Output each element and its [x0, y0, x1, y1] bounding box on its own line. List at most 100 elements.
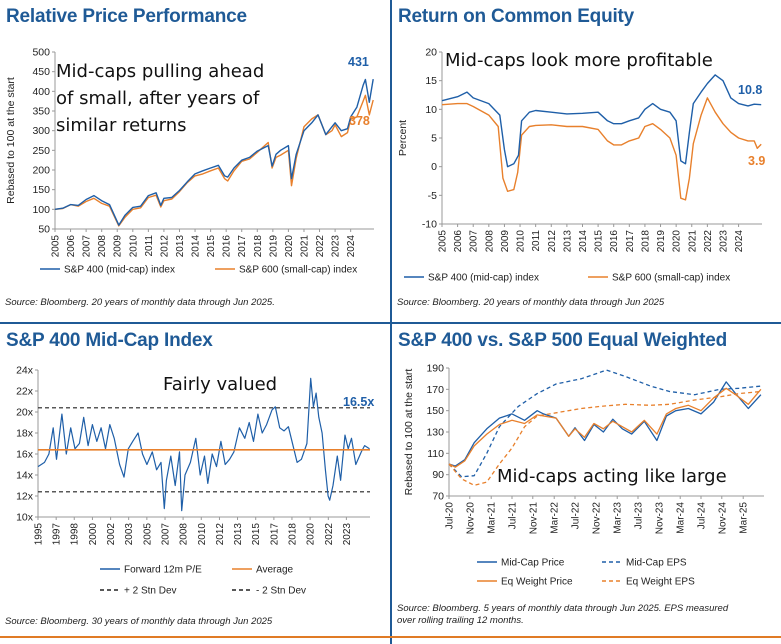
- x-tick-label: Mar-21: [487, 502, 498, 534]
- x-tick-label: 2018: [253, 235, 264, 258]
- chart-relative-price: 50 100 150 200 250 300 350 400 450 500 2005 2006 200…: [5, 47, 374, 276]
- y-tick-label: 400: [32, 86, 50, 98]
- y-tick-label: 150: [426, 405, 444, 417]
- x-tick-label: 2015: [206, 235, 217, 258]
- divider-horizontal: [0, 322, 781, 324]
- x-tick-label: 2017: [625, 230, 636, 253]
- y-tick-label: 70: [432, 491, 444, 503]
- x-tick-label: 2003: [124, 523, 135, 546]
- x-tick-label: 2008: [97, 235, 108, 258]
- x-tick-label: 2024: [734, 230, 745, 253]
- x-tick-label: 2016: [609, 230, 620, 253]
- source-note: Source: Bloomberg. 20 years of monthly d…: [397, 297, 665, 308]
- y-tick-label: 24x: [16, 365, 34, 377]
- series-forward-pe-line: [37, 377, 370, 512]
- x-tick-label: 2021: [299, 235, 310, 258]
- x-tick-label: 2012: [547, 230, 558, 253]
- series-sp400-line: [441, 74, 762, 168]
- x-tick-label: 2008: [484, 230, 495, 253]
- y-tick-label: 100: [32, 204, 50, 216]
- x-tick-label: 2018: [287, 523, 298, 546]
- x-tick-label: 2022: [703, 230, 714, 253]
- legend-average-label: Average: [256, 565, 294, 576]
- x-tick-label: 2019: [268, 235, 279, 258]
- x-tick-label: Nov-23: [654, 502, 665, 535]
- x-tick-label: 2008: [179, 523, 190, 546]
- legend-sp600-label: S&P 600 (small-cap) index: [612, 273, 730, 284]
- y-tick-label: 14x: [16, 470, 34, 482]
- x-tick-label: 1997: [52, 523, 63, 546]
- chart-title: S&P 400 Mid-Cap Index: [6, 330, 213, 351]
- annotation-text: Fairly valued: [163, 374, 277, 395]
- legend-minus-2sd-label: - 2 Stn Dev: [256, 586, 306, 597]
- y-tick-label: 190: [426, 363, 444, 375]
- x-tick-label: 2011: [144, 235, 155, 257]
- x-tick-label: 2010: [128, 235, 139, 258]
- series-sp600-line: [441, 97, 762, 201]
- end-label-pe: 16.5x: [343, 395, 374, 409]
- y-tick-label: 10: [425, 104, 437, 116]
- y-tick-label: 0: [431, 161, 437, 173]
- panel-midcap-vs-equal-weight: S&P 400 vs. S&P 500 Equal Weighted 70 90 1…: [392, 324, 781, 636]
- annotation-text: Mid-caps look more profitable: [445, 50, 713, 71]
- y-tick-label: 90: [432, 469, 444, 481]
- legend-forward-pe-label: Forward 12m P/E: [124, 565, 202, 576]
- x-tick-label: 2022: [324, 523, 335, 546]
- x-tick-label: Mar-22: [550, 502, 561, 534]
- x-tick-label: 2022: [315, 235, 326, 258]
- x-tick-label: Mar-25: [739, 502, 750, 534]
- x-tick-label: 2023: [718, 230, 729, 253]
- panel-relative-price: Relative Price Performance 50 100 150 200 25…: [0, 0, 390, 322]
- x-tick-label: 2005: [51, 235, 62, 258]
- series-midcap-eps-line: [448, 369, 761, 478]
- x-tick-label: 2005: [142, 523, 153, 546]
- y-tick-label: 300: [32, 125, 50, 137]
- x-tick-label: 2012: [215, 523, 226, 546]
- x-tick-label: 2024: [346, 235, 357, 258]
- y-tick-label: 500: [32, 47, 50, 59]
- bottom-rule: [0, 636, 781, 638]
- y-tick-label: 110: [427, 448, 444, 460]
- y-tick-label: 5: [431, 133, 437, 145]
- x-tick-label: Jul-21: [508, 502, 519, 530]
- x-tick-label: 2020: [284, 235, 295, 258]
- panel-roe: Return on Common Equity -10 -5 0 5 10 15 20 200…: [392, 0, 781, 322]
- legend-eqw-eps-label: Eq Weight EPS: [626, 577, 695, 588]
- source-note: Source: Bloomberg. 20 years of monthly d…: [5, 297, 275, 308]
- x-tick-label: Nov-20: [465, 502, 476, 535]
- x-tick-label: Jul-22: [571, 502, 582, 530]
- y-tick-label: 10x: [16, 512, 34, 524]
- x-tick-label: 2018: [640, 230, 651, 253]
- legend-midcap-eps-label: Mid-Cap EPS: [626, 558, 687, 569]
- y-tick-label: 130: [426, 427, 444, 439]
- series-eqw-price-line: [448, 387, 762, 468]
- x-tick-label: 2014: [191, 235, 202, 258]
- x-tick-label: 2017: [269, 523, 280, 546]
- y-axis-label: Rebased to 100 at the start: [5, 77, 17, 204]
- chart-roe: -10 -5 0 5 10 15 20 2005 2006 2007 2008 2009 2010 201…: [397, 47, 765, 284]
- x-tick-label: 2015: [594, 230, 605, 253]
- end-label-sp600: 378: [349, 114, 370, 128]
- panel-midcap-pe: S&P 400 Mid-Cap Index 10x 12x 14x 16x 18x 20x…: [0, 324, 390, 636]
- y-tick-label: 250: [32, 145, 50, 157]
- legend-plus-2sd-label: + 2 Stn Dev: [124, 586, 177, 597]
- annotation-text: of small, after years of: [56, 88, 260, 109]
- x-tick-label: Nov-21: [528, 502, 539, 535]
- chart-title: Relative Price Performance: [6, 6, 247, 27]
- x-tick-label: 1995: [34, 523, 45, 546]
- legend-sp400-label: S&P 400 (mid-cap) index: [64, 265, 175, 276]
- y-tick-label: 450: [32, 66, 50, 78]
- annotation-text: Mid-caps pulling ahead: [56, 61, 264, 82]
- y-tick-label: 18x: [16, 428, 34, 440]
- x-tick-label: 2017: [237, 235, 248, 258]
- x-tick-label: 2020: [306, 523, 317, 546]
- end-label-sp400: 431: [348, 55, 369, 69]
- y-tick-label: 20x: [16, 407, 34, 419]
- x-tick-label: 2013: [562, 230, 573, 253]
- chart-midcap-pe: 10x 12x 14x 16x 18x 20x 22x 24x 1995 1997 1998 2000…: [16, 365, 374, 597]
- source-line-2: over rolling trailing 12 months.: [397, 615, 524, 626]
- x-tick-label: 2009: [113, 235, 124, 258]
- y-tick-label: 20: [425, 47, 437, 59]
- x-tick-label: 2023: [342, 523, 353, 546]
- x-tick-label: 2007: [469, 230, 480, 253]
